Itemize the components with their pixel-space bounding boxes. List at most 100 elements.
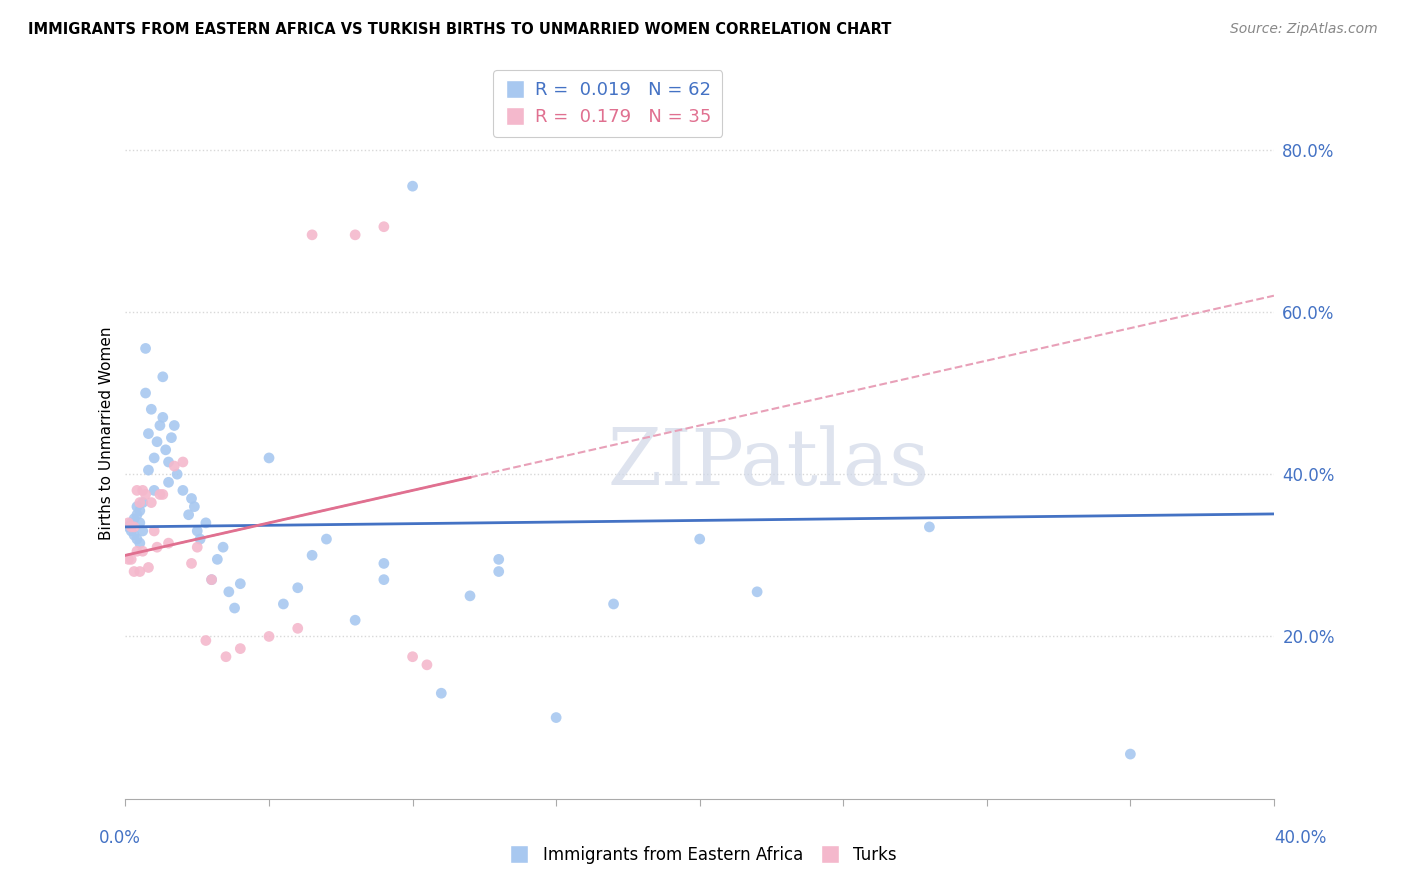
Point — [215, 649, 238, 664]
Point — [287, 581, 309, 595]
Point — [131, 524, 153, 538]
Point — [745, 584, 768, 599]
Point — [163, 418, 186, 433]
Point — [224, 601, 246, 615]
Point — [301, 227, 323, 242]
Point — [125, 532, 148, 546]
Point — [143, 483, 166, 498]
Point — [918, 520, 941, 534]
Point — [373, 557, 395, 571]
Point — [373, 573, 395, 587]
Point — [602, 597, 624, 611]
Point — [163, 458, 186, 473]
Point — [122, 520, 145, 534]
Point — [131, 544, 153, 558]
Point — [166, 467, 188, 482]
Point — [120, 520, 142, 534]
Point — [152, 369, 174, 384]
Point — [122, 528, 145, 542]
Y-axis label: Births to Unmarried Women: Births to Unmarried Women — [100, 326, 114, 541]
Point — [488, 552, 510, 566]
Point — [180, 491, 202, 506]
Point — [212, 540, 235, 554]
Text: Source: ZipAtlas.com: Source: ZipAtlas.com — [1230, 22, 1378, 37]
Point — [430, 686, 453, 700]
Point — [689, 532, 711, 546]
Point — [157, 536, 180, 550]
Point — [201, 573, 224, 587]
Point — [128, 504, 150, 518]
Point — [157, 475, 180, 490]
Point — [152, 487, 174, 501]
Point — [152, 410, 174, 425]
Point — [122, 565, 145, 579]
Point — [186, 524, 208, 538]
Point — [128, 516, 150, 530]
Legend: Immigrants from Eastern Africa, Turks: Immigrants from Eastern Africa, Turks — [503, 839, 903, 871]
Point — [135, 386, 157, 401]
Point — [125, 508, 148, 522]
Point — [149, 418, 172, 433]
Point — [401, 649, 423, 664]
Point — [172, 483, 194, 498]
Point — [117, 552, 139, 566]
Point — [120, 524, 142, 538]
Point — [120, 516, 142, 530]
Point — [373, 219, 395, 234]
Point — [301, 549, 323, 563]
Point — [257, 450, 280, 465]
Point — [128, 495, 150, 509]
Point — [207, 552, 229, 566]
Point — [128, 536, 150, 550]
Point — [141, 402, 163, 417]
Point — [315, 532, 337, 546]
Point — [143, 450, 166, 465]
Point — [138, 463, 160, 477]
Text: 0.0%: 0.0% — [98, 829, 141, 847]
Point — [138, 560, 160, 574]
Point — [194, 633, 217, 648]
Point — [131, 495, 153, 509]
Point — [1119, 747, 1142, 761]
Point — [122, 512, 145, 526]
Point — [186, 540, 208, 554]
Point — [117, 520, 139, 534]
Point — [149, 487, 172, 501]
Point — [546, 710, 568, 724]
Point — [146, 434, 169, 449]
Point — [125, 483, 148, 498]
Point — [138, 426, 160, 441]
Point — [143, 524, 166, 538]
Point — [141, 495, 163, 509]
Point — [160, 431, 183, 445]
Point — [416, 657, 439, 672]
Point — [135, 342, 157, 356]
Point — [135, 487, 157, 501]
Point — [344, 613, 367, 627]
Point — [125, 544, 148, 558]
Point — [155, 442, 177, 457]
Point — [188, 532, 211, 546]
Point — [146, 540, 169, 554]
Point — [273, 597, 295, 611]
Point — [125, 500, 148, 514]
Point — [257, 629, 280, 643]
Point — [287, 621, 309, 635]
Text: IMMIGRANTS FROM EASTERN AFRICA VS TURKISH BIRTHS TO UNMARRIED WOMEN CORRELATION : IMMIGRANTS FROM EASTERN AFRICA VS TURKIS… — [28, 22, 891, 37]
Point — [229, 576, 252, 591]
Point — [218, 584, 240, 599]
Point — [177, 508, 200, 522]
Point — [488, 565, 510, 579]
Point — [201, 573, 224, 587]
Point — [128, 565, 150, 579]
Point — [180, 557, 202, 571]
Point — [117, 516, 139, 530]
Text: 40.0%: 40.0% — [1274, 829, 1327, 847]
Legend: R =  0.019   N = 62, R =  0.179   N = 35: R = 0.019 N = 62, R = 0.179 N = 35 — [494, 70, 723, 137]
Point — [401, 179, 423, 194]
Point — [157, 455, 180, 469]
Point — [183, 500, 205, 514]
Point — [131, 483, 153, 498]
Point — [229, 641, 252, 656]
Point — [172, 455, 194, 469]
